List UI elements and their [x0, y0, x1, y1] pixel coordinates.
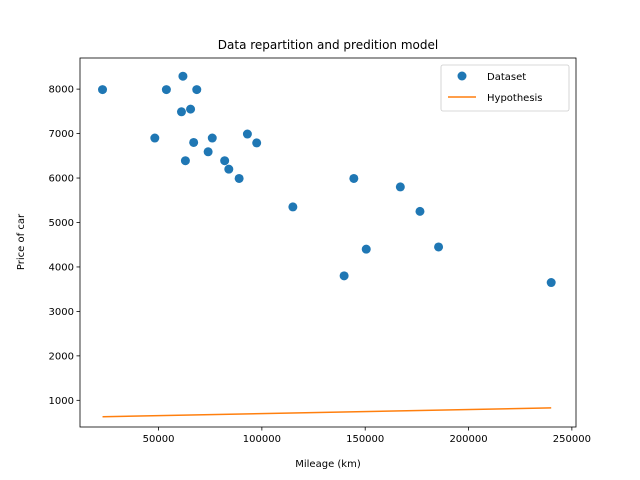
axes-frame: [79, 57, 577, 428]
data-point: [234, 173, 244, 183]
y-axis: 1000 2000 3000 4000 5000 6000 7000 8000: [49, 85, 80, 407]
x-axis-label: Mileage (km): [295, 459, 361, 470]
data-point: [434, 242, 444, 252]
legend-marker-dataset: [457, 71, 467, 81]
data-point: [252, 138, 262, 148]
y-tick-label: 4000: [49, 262, 74, 273]
legend-box: [440, 64, 570, 112]
data-point: [161, 85, 171, 95]
data-point: [150, 133, 160, 143]
hypothesis-line: [102, 407, 552, 418]
x-axis: 50000 100000 150000 200000 250000: [143, 427, 591, 445]
data-point: [339, 271, 349, 281]
y-tick-label: 5000: [49, 218, 74, 229]
data-point: [395, 182, 405, 192]
data-point: [192, 85, 202, 95]
y-tick-label: 8000: [49, 85, 74, 96]
data-point: [180, 156, 190, 166]
y-tick-label: 1000: [49, 396, 74, 407]
chart-title: Data repartition and predition model: [218, 38, 438, 52]
data-point: [415, 206, 425, 216]
data-point: [189, 137, 199, 147]
x-tick-label: 200000: [449, 434, 487, 445]
data-point: [224, 164, 234, 174]
data-point: [176, 107, 186, 117]
data-point: [98, 85, 108, 95]
x-tick-label: 100000: [243, 434, 281, 445]
y-tick-label: 3000: [49, 307, 74, 318]
plot-area: [98, 71, 556, 418]
legend-label-hypothesis: Hypothesis: [487, 93, 543, 104]
y-tick-label: 7000: [49, 129, 74, 140]
data-point: [203, 147, 213, 157]
data-point: [349, 173, 359, 183]
data-point: [186, 104, 196, 114]
data-point: [242, 129, 252, 139]
data-point: [288, 202, 298, 212]
legend-label-dataset: Dataset: [487, 72, 526, 83]
data-point: [178, 71, 188, 81]
x-tick-label: 250000: [553, 434, 591, 445]
y-tick-label: 6000: [49, 174, 74, 185]
legend: Dataset Hypothesis: [440, 64, 570, 112]
data-point: [361, 244, 371, 254]
y-axis-label: Price of car: [16, 213, 27, 270]
x-tick-label: 50000: [143, 434, 175, 445]
y-tick-label: 2000: [49, 351, 74, 362]
x-tick-label: 150000: [346, 434, 384, 445]
data-point: [207, 133, 217, 143]
data-point: [220, 156, 230, 166]
data-point: [546, 278, 556, 288]
